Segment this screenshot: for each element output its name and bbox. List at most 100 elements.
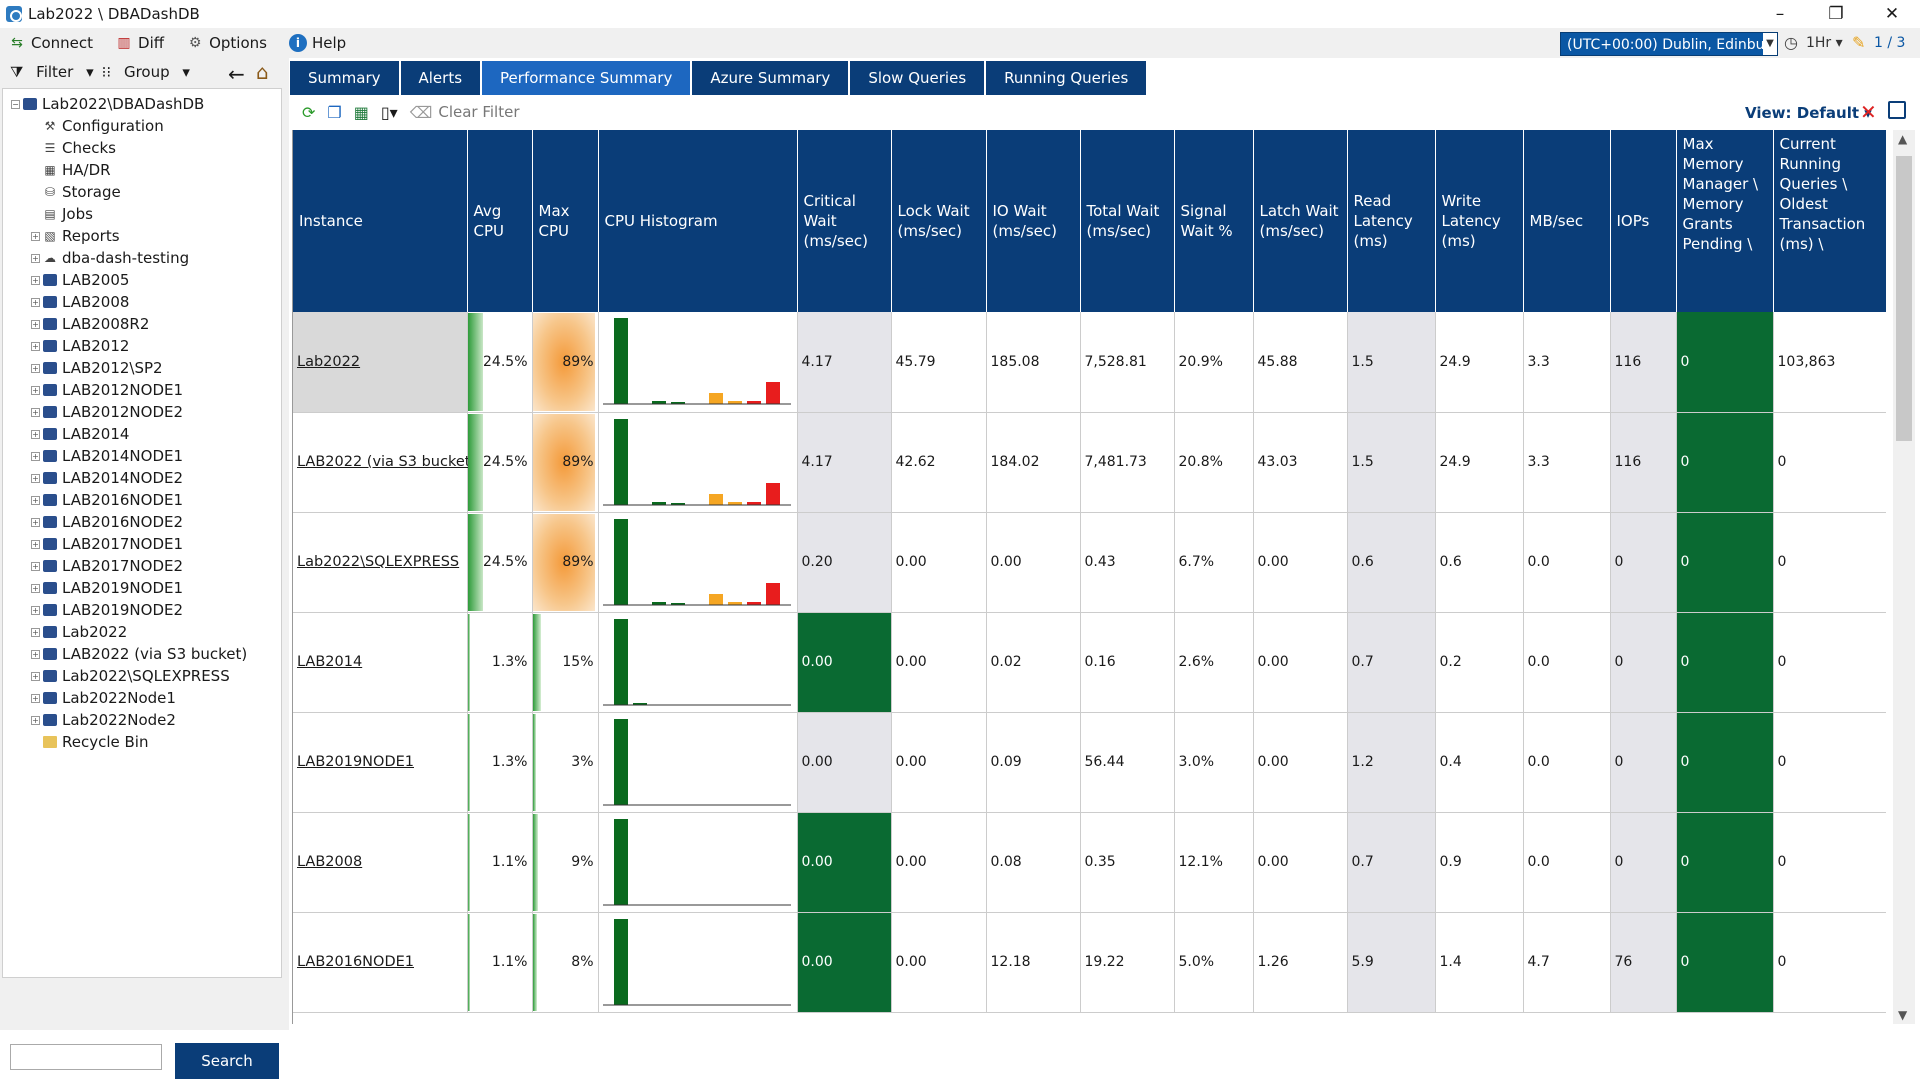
tree-item[interactable]: ⛁ Storage — [3, 181, 281, 203]
tab-running-queries[interactable]: Running Queries — [986, 61, 1147, 95]
expand-icon[interactable]: + — [31, 693, 40, 703]
vertical-scrollbar[interactable]: ▲ ▼ — [1893, 130, 1915, 1024]
expand-icon[interactable]: + — [31, 253, 40, 263]
instance-link[interactable]: LAB2019NODE1 — [297, 754, 414, 770]
save-icon[interactable] — [1888, 101, 1906, 119]
instance-cell[interactable]: LAB2019NODE1 — [293, 712, 468, 813]
table-row[interactable]: LAB2008 1.1% 9% 0.00 0.00 0.08 0.35 12.1% 0.00 0.… — [293, 812, 1886, 913]
restore-button[interactable]: ❐ — [1828, 4, 1844, 24]
tree-item[interactable]: + LAB2019NODE1 — [3, 577, 281, 599]
expand-icon[interactable]: + — [31, 451, 40, 461]
table-row[interactable]: LAB2016NODE1 1.1% 8% 0.00 0.00 12.18 19.22 5.0%… — [293, 912, 1886, 1013]
diff-menu[interactable]: ▥ Diff — [115, 34, 164, 52]
expand-icon[interactable]: + — [31, 495, 40, 505]
expand-icon[interactable]: + — [31, 231, 40, 241]
tree-item[interactable]: + LAB2014NODE1 — [3, 445, 281, 467]
instance-link[interactable]: LAB2008 — [297, 854, 363, 870]
group-dropdown[interactable]: ⁝⁝ Group ▾ — [101, 63, 190, 81]
columns-icon[interactable]: ▯▾ — [380, 102, 398, 122]
expand-icon[interactable]: + — [31, 627, 40, 637]
eraser-icon[interactable]: ⌫ — [409, 102, 433, 122]
alert-count[interactable]: 1 / 3 — [1874, 35, 1906, 51]
instance-cell[interactable]: Lab2022\SQLEXPRESS — [293, 512, 468, 613]
tree-item[interactable]: + LAB2012 — [3, 335, 281, 357]
tree-item[interactable]: + LAB2017NODE1 — [3, 533, 281, 555]
table-row[interactable]: LAB2019NODE1 1.3% 3% 0.00 0.00 0.09 56.44 3.0% 0… — [293, 712, 1886, 813]
expand-icon[interactable]: + — [31, 715, 40, 725]
column-header[interactable]: Current Running Queries \ Oldest Transac… — [1773, 130, 1886, 312]
column-header[interactable]: IOPs — [1610, 130, 1677, 312]
expand-icon[interactable]: + — [31, 473, 40, 483]
clear-filter-button[interactable]: Clear Filter — [438, 103, 520, 121]
tree-item[interactable]: ▦ HA/DR — [3, 159, 281, 181]
instance-link[interactable]: LAB2014 — [297, 654, 363, 670]
options-menu[interactable]: ⚙ Options — [186, 34, 267, 52]
back-arrow-icon[interactable]: ← — [228, 62, 245, 86]
column-header[interactable]: MB/sec — [1523, 130, 1611, 312]
excel-icon[interactable]: ▦ — [353, 102, 369, 122]
instance-link[interactable]: LAB2022 (via S3 bucket) — [297, 454, 477, 470]
tree-item[interactable]: + LAB2012NODE1 — [3, 379, 281, 401]
tree-item[interactable]: + LAB2016NODE2 — [3, 511, 281, 533]
instance-link[interactable]: Lab2022\SQLEXPRESS — [297, 554, 460, 570]
instance-cell[interactable]: LAB2014 — [293, 612, 468, 713]
help-menu[interactable]: i Help — [288, 34, 346, 52]
column-header[interactable]: Write Latency (ms) — [1435, 130, 1524, 312]
instance-link[interactable]: LAB2016NODE1 — [297, 954, 414, 970]
expand-icon[interactable]: + — [31, 341, 40, 351]
tab-alerts[interactable]: Alerts — [400, 61, 481, 95]
column-header[interactable]: Max Memory Manager \ Memory Grants Pendi… — [1676, 130, 1774, 312]
search-button[interactable]: Search — [175, 1043, 279, 1079]
column-header[interactable]: Instance — [293, 130, 468, 312]
tab-performance-summary[interactable]: Performance Summary — [482, 61, 691, 95]
tree-item[interactable]: + LAB2005 — [3, 269, 281, 291]
column-header[interactable]: Latch Wait (ms/sec) — [1253, 130, 1348, 312]
timezone-select[interactable]: (UTC+00:00) Dublin, Edinburgh — [1560, 32, 1778, 56]
instance-cell[interactable]: Lab2022 — [293, 312, 468, 413]
time-range-dropdown[interactable]: 1Hr ▾ — [1806, 35, 1843, 51]
tree-item[interactable]: ▤ Jobs — [3, 203, 281, 225]
expand-icon[interactable]: + — [31, 297, 40, 307]
view-dropdown[interactable]: View: Default ▾ — [1745, 104, 1872, 122]
instance-cell[interactable]: LAB2016NODE1 — [293, 912, 468, 1013]
collapse-icon[interactable]: − — [11, 99, 20, 109]
tree-item[interactable]: + LAB2008R2 — [3, 313, 281, 335]
instance-link[interactable]: Lab2022 — [297, 353, 361, 370]
column-header[interactable]: CPU Histogram — [598, 130, 798, 312]
tree-item[interactable]: + LAB2016NODE1 — [3, 489, 281, 511]
expand-icon[interactable]: + — [31, 517, 40, 527]
home-icon[interactable]: ⌂ — [256, 60, 269, 84]
tree-item[interactable]: Recycle Bin — [3, 731, 281, 753]
expand-icon[interactable]: + — [31, 649, 40, 659]
splitter[interactable] — [285, 58, 289, 1030]
tree-item[interactable]: + LAB2017NODE2 — [3, 555, 281, 577]
tree-item[interactable]: + LAB2012NODE2 — [3, 401, 281, 423]
expand-icon[interactable]: + — [31, 385, 40, 395]
tree-item[interactable]: + Lab2022Node2 — [3, 709, 281, 731]
scrollbar-thumb[interactable] — [1896, 156, 1912, 441]
clock-icon[interactable]: ◷ — [1784, 33, 1798, 52]
chevron-down-icon[interactable]: ▼ — [1763, 33, 1777, 55]
tree-item[interactable]: + Lab2022 — [3, 621, 281, 643]
expand-icon[interactable]: + — [31, 605, 40, 615]
tree-item[interactable]: + LAB2014NODE2 — [3, 467, 281, 489]
expand-icon[interactable]: + — [31, 671, 40, 681]
expand-icon[interactable]: + — [31, 319, 40, 329]
column-header[interactable]: Read Latency (ms) — [1347, 130, 1436, 312]
expand-icon[interactable]: + — [31, 561, 40, 571]
tab-summary[interactable]: Summary — [290, 61, 399, 95]
scroll-up-icon[interactable]: ▲ — [1898, 132, 1908, 146]
expand-icon[interactable]: + — [31, 429, 40, 439]
instance-cell[interactable]: LAB2022 (via S3 bucket) — [293, 412, 476, 513]
expand-icon[interactable]: + — [31, 363, 40, 373]
expand-icon[interactable]: + — [31, 275, 40, 285]
tree-item[interactable]: + LAB2019NODE2 — [3, 599, 281, 621]
table-row[interactable]: LAB2022 (via S3 bucket) 24.5% 89% 4.17 42.62… — [293, 412, 1886, 513]
tree-item[interactable]: + ▧ Reports — [3, 225, 281, 247]
close-view-icon[interactable]: ✕ — [1860, 100, 1877, 124]
instance-cell[interactable]: LAB2008 — [293, 812, 468, 913]
column-header[interactable]: IO Wait (ms/sec) — [986, 130, 1081, 312]
expand-icon[interactable]: + — [31, 583, 40, 593]
connect-menu[interactable]: ⇆ Connect — [8, 34, 93, 52]
column-header[interactable]: Avg CPU — [467, 130, 533, 312]
